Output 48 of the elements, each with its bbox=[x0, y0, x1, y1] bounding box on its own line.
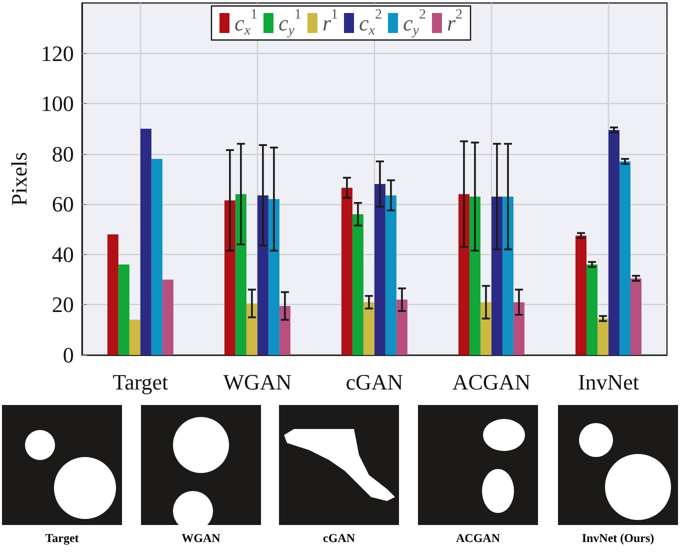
bar bbox=[279, 306, 290, 355]
bar bbox=[396, 300, 408, 355]
bar bbox=[619, 161, 630, 355]
y-tick-label: 40 bbox=[52, 242, 74, 267]
bar bbox=[363, 302, 374, 355]
bar bbox=[575, 236, 586, 355]
bar bbox=[469, 196, 480, 355]
x-tick-label: Target bbox=[112, 370, 168, 394]
x-tick-label: cGAN bbox=[346, 370, 404, 394]
y-tick-label: 120 bbox=[40, 40, 74, 66]
bar bbox=[630, 278, 642, 355]
bar bbox=[458, 194, 470, 355]
y-tick-label: 0 bbox=[62, 342, 74, 368]
bar bbox=[224, 200, 236, 355]
bar bbox=[107, 234, 118, 355]
bar bbox=[162, 280, 174, 355]
bar bbox=[513, 302, 524, 355]
bar bbox=[140, 128, 152, 355]
bar bbox=[597, 318, 608, 355]
bar bbox=[480, 302, 492, 355]
x-tick-label: WGAN bbox=[223, 370, 292, 394]
bar bbox=[374, 184, 386, 355]
bar bbox=[235, 194, 246, 355]
text: cGAN bbox=[322, 531, 356, 546]
text: ACGAN bbox=[455, 531, 501, 546]
bar bbox=[341, 188, 352, 355]
bar bbox=[385, 195, 396, 355]
bar bbox=[246, 303, 258, 355]
bar bbox=[118, 264, 130, 355]
bar bbox=[151, 158, 162, 355]
bar bbox=[352, 214, 364, 355]
bar bbox=[129, 320, 140, 355]
bar bbox=[491, 196, 502, 355]
y-tick-label: 60 bbox=[52, 192, 74, 217]
text: WGAN bbox=[180, 531, 222, 546]
bar bbox=[608, 130, 620, 355]
y-axis-title: Pixels bbox=[6, 152, 32, 206]
y-tick-label: 80 bbox=[52, 141, 74, 166]
bar bbox=[586, 264, 598, 355]
x-tick-label: ACGAN bbox=[452, 370, 531, 394]
y-tick-label: 100 bbox=[40, 91, 74, 116]
bar bbox=[257, 195, 268, 355]
bar bbox=[502, 196, 514, 355]
text: InvNet (Ours) bbox=[580, 531, 656, 546]
text: Target bbox=[44, 531, 80, 546]
x-tick-label: InvNet bbox=[578, 370, 640, 394]
bar bbox=[268, 199, 280, 355]
y-tick-label: 20 bbox=[52, 292, 74, 318]
